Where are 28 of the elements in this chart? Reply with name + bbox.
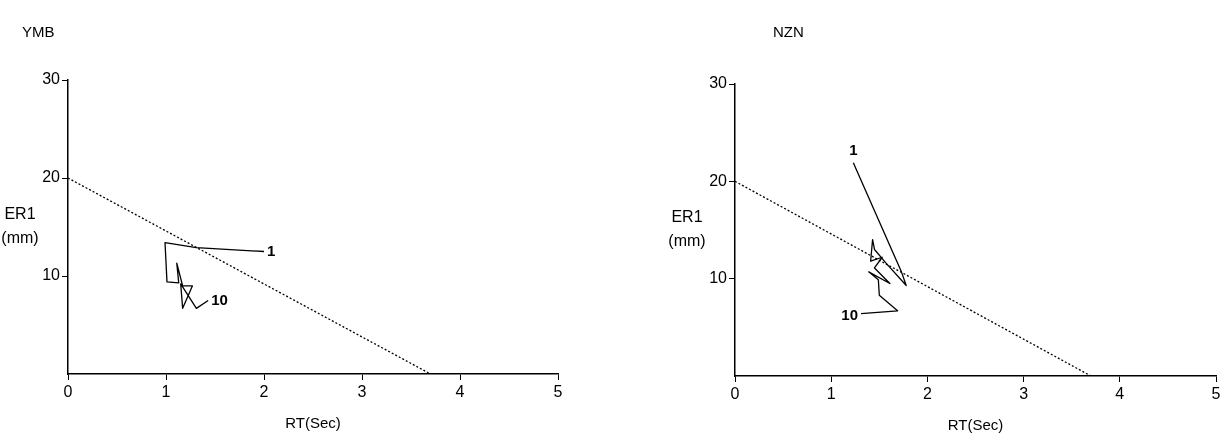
x-axis-title: RT(Sec) bbox=[947, 416, 1004, 434]
y-tick-label: 10 bbox=[42, 266, 61, 284]
x-tick-label: 5 bbox=[1211, 385, 1221, 403]
x-tick-label: 0 bbox=[63, 383, 73, 401]
y-tick-label: 20 bbox=[709, 171, 728, 189]
x-tick-label: 1 bbox=[161, 383, 171, 401]
annotation: 1 bbox=[849, 140, 858, 158]
x-tick-label: 0 bbox=[730, 385, 740, 403]
y-tick-label: 30 bbox=[42, 70, 61, 88]
chart-title: YMB bbox=[22, 23, 55, 41]
x-tick-label: 5 bbox=[553, 383, 563, 401]
y-tick-label: 10 bbox=[709, 269, 728, 287]
x-tick-label: 3 bbox=[357, 383, 367, 401]
y-axis-title: ER1 (mm) bbox=[668, 208, 706, 250]
annotation: 10 bbox=[841, 305, 859, 323]
x-axis-title: RT(Sec) bbox=[285, 414, 341, 432]
annotation: 10 bbox=[211, 290, 228, 308]
chart-title: NZN bbox=[773, 23, 804, 41]
x-tick-label: 4 bbox=[455, 383, 465, 401]
x-tick-label: 3 bbox=[1019, 385, 1029, 403]
y-tick-label: 20 bbox=[42, 168, 61, 186]
annotation: 1 bbox=[267, 241, 276, 259]
x-tick-label: 2 bbox=[922, 385, 932, 403]
x-tick-label: 4 bbox=[1115, 385, 1125, 403]
y-tick-label: 30 bbox=[709, 74, 728, 92]
x-tick-label: 2 bbox=[259, 383, 269, 401]
x-tick-label: 1 bbox=[826, 385, 836, 403]
y-axis-title: ER1 (mm) bbox=[1, 205, 39, 247]
